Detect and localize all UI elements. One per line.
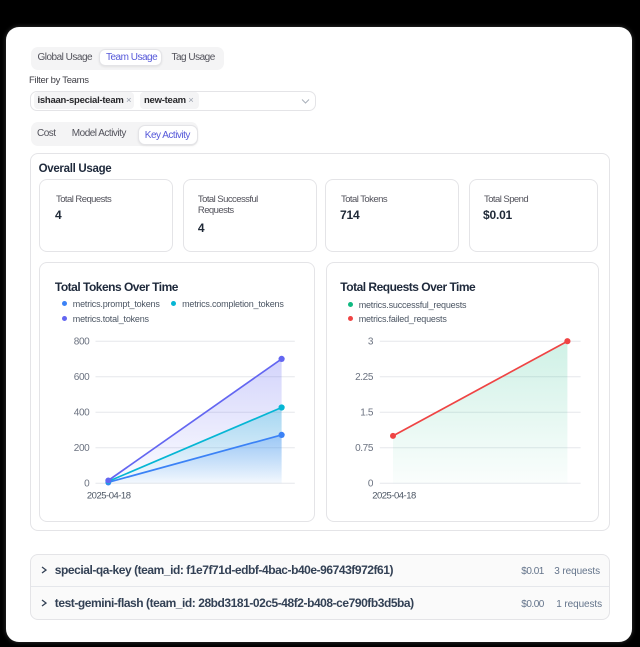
svg-text:600: 600 — [74, 372, 90, 383]
svg-text:1.5: 1.5 — [360, 408, 374, 419]
svg-text:0: 0 — [367, 479, 373, 490]
svg-text:200: 200 — [74, 443, 90, 454]
svg-text:2.25: 2.25 — [355, 372, 374, 383]
svg-text:0.75: 0.75 — [355, 443, 374, 454]
svg-text:800: 800 — [74, 337, 90, 348]
svg-text:400: 400 — [74, 408, 90, 419]
svg-text:2025-04-18: 2025-04-18 — [87, 491, 131, 502]
svg-text:2025-04-18: 2025-04-18 — [372, 491, 416, 502]
svg-text:0: 0 — [84, 479, 90, 490]
svg-text:3: 3 — [367, 337, 373, 348]
